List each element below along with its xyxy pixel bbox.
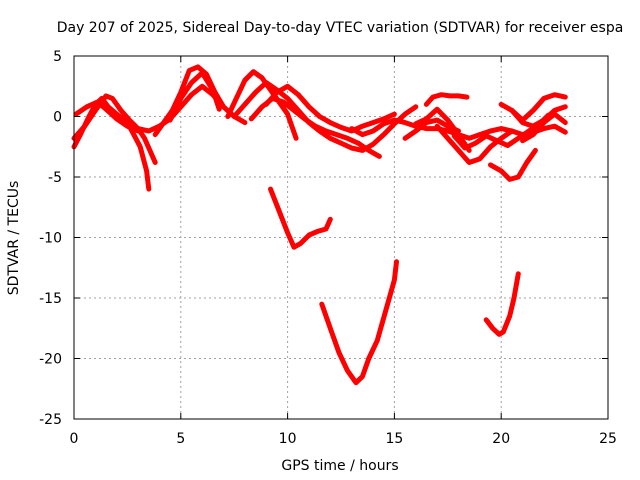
series-track-n — [413, 106, 472, 153]
data-series — [71, 64, 568, 386]
y-tick-label: 5 — [53, 49, 62, 65]
y-tick-labels: 5 0 -5 -10 -15 -20 -25 — [39, 49, 62, 428]
series-track-t — [520, 111, 568, 144]
x-tick-label: 5 — [176, 431, 185, 447]
x-tick-label: 0 — [70, 431, 79, 447]
series-track-b — [71, 93, 158, 165]
series-track-f — [167, 70, 222, 123]
y-tick-label: -20 — [39, 352, 62, 368]
x-tick-label: 25 — [599, 431, 617, 447]
y-axis-label: SDTVAR / TECUs — [6, 181, 22, 296]
y-tick-label: -10 — [39, 231, 62, 247]
x-tick-label: 20 — [492, 431, 510, 447]
chart-title: Day 207 of 2025, Sidereal Day-to-day VTE… — [57, 20, 624, 36]
series-track-q — [488, 147, 538, 182]
series-track-m — [423, 92, 470, 107]
series-track-w — [483, 271, 521, 337]
series-track-g — [225, 69, 299, 141]
series-track-c — [73, 99, 141, 134]
x-tick-label: 15 — [385, 431, 403, 447]
series-track-e — [135, 83, 248, 134]
x-tick-labels: 0 5 10 15 20 25 — [70, 431, 617, 447]
series-track-j — [263, 83, 397, 134]
series-track-l — [402, 117, 461, 141]
axis-ticks — [73, 55, 609, 420]
series-track-v — [319, 259, 399, 386]
series-track-u — [268, 186, 333, 250]
series-track-s — [498, 92, 568, 123]
y-tick-label: 0 — [53, 110, 62, 126]
grid-lines — [74, 56, 608, 419]
y-tick-label: -15 — [39, 291, 62, 307]
x-axis-label: GPS time / hours — [281, 458, 398, 474]
y-tick-label: -25 — [39, 412, 62, 428]
series-track-h — [231, 80, 419, 153]
y-tick-label: -5 — [48, 170, 62, 186]
x-tick-label: 10 — [279, 431, 297, 447]
